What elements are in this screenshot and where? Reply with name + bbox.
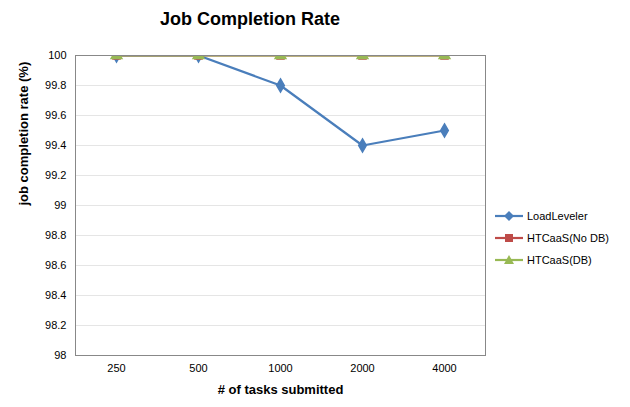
- html-text:HTCaaS(No DB): HTCaaS(No DB): [527, 232, 609, 244]
- svg-text:# of tasks submitted: # of tasks submitted: [218, 382, 344, 397]
- svg-text:100: 100: [48, 49, 66, 61]
- svg-text:99: 99: [54, 199, 66, 211]
- svg-text:99.2: 99.2: [45, 169, 66, 181]
- svg-text:98.6: 98.6: [45, 259, 66, 271]
- html-text:Job Completion Rate: Job Completion Rate: [160, 9, 340, 29]
- svg-text:2000: 2000: [350, 362, 374, 374]
- html-text:HTCaaS(DB): HTCaaS(DB): [527, 254, 592, 266]
- svg-text:4000: 4000: [432, 362, 456, 374]
- svg-text:98.8: 98.8: [45, 229, 66, 241]
- svg-text:500: 500: [189, 362, 207, 374]
- svg-text:98.2: 98.2: [45, 319, 66, 331]
- svg-text:job completion rate (%): job completion rate (%): [16, 62, 31, 207]
- svg-text:99.8: 99.8: [45, 79, 66, 91]
- svg-text:250: 250: [107, 362, 125, 374]
- svg-text:99.4: 99.4: [45, 139, 66, 151]
- html-text:LoadLeveler: LoadLeveler: [527, 210, 588, 222]
- svg-text:99.6: 99.6: [45, 109, 66, 121]
- svg-text:98.4: 98.4: [45, 289, 66, 301]
- svg-text:98: 98: [54, 349, 66, 361]
- svg-text:1000: 1000: [268, 362, 292, 374]
